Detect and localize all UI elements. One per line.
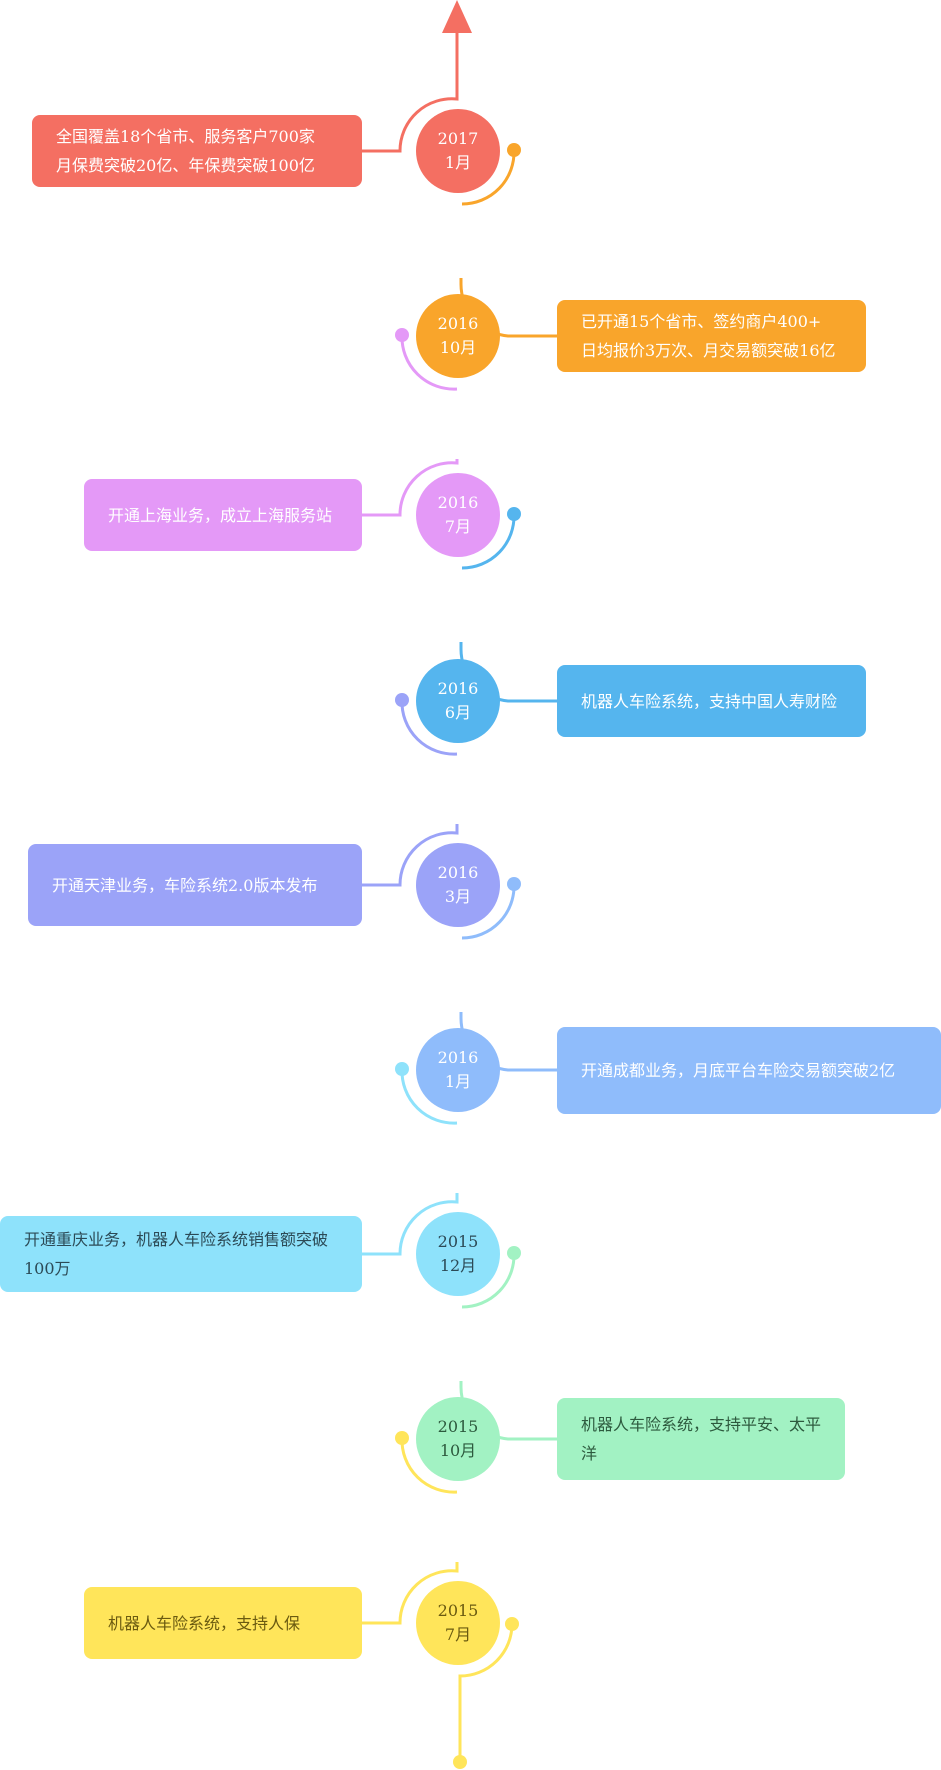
timeline-node-6: 2015 12月: [362, 1193, 521, 1309]
timeline-node-7: 2015 10月: [395, 1381, 558, 1494]
node-year: 2015: [438, 1417, 479, 1436]
lower-arc: [461, 883, 516, 940]
timeline-dot: [507, 877, 521, 891]
node-year: 2016: [438, 679, 479, 698]
lower-arc: [400, 334, 458, 391]
node-month: 1月: [445, 1072, 471, 1091]
node-year: 2016: [438, 1048, 479, 1067]
event-text: 开通天津业务，车险系统2.0版本发布: [52, 875, 318, 895]
event-text: 开通上海业务，成立上海服务站: [108, 505, 333, 525]
connector-line: [392, 824, 459, 887]
event-text: 已开通15个省市、签约商户400+ 日均报价3万次、月交易额突破16亿: [581, 312, 836, 360]
lower-arc: [400, 1437, 458, 1494]
event-card: 全国覆盖18个省市、服务客户700家 月保费突破20亿、年保费突破100亿: [32, 115, 362, 187]
lower-arc: [458, 1623, 514, 1762]
timeline-dot: [507, 143, 521, 157]
lower-arc: [461, 149, 516, 206]
timeline-node-circle: [416, 1212, 500, 1296]
node-year: 2016: [438, 863, 479, 882]
timeline-node-5: 2016 1月: [395, 1012, 558, 1125]
event-card: 机器人车险系统，支持中国人寿财险: [557, 665, 866, 737]
timeline-node-circle: [416, 843, 500, 927]
node-month: 3月: [445, 887, 471, 906]
timeline-node-circle: [416, 1581, 500, 1665]
connector-line: [392, 1193, 459, 1256]
timeline-node-1: 2016 10月: [395, 278, 558, 391]
connector-line: [392, 1562, 459, 1625]
timeline-node-circle: [416, 473, 500, 557]
node-month: 10月: [440, 1441, 476, 1460]
connector-line: [392, 22, 459, 153]
timeline-node-3: 2016 6月: [395, 642, 558, 756]
event-card: 已开通15个省市、签约商户400+ 日均报价3万次、月交易额突破16亿: [557, 300, 866, 372]
timeline-node-8: 2015 7月: [362, 1562, 519, 1769]
timeline-node-circle: [416, 1028, 500, 1112]
event-card: 开通上海业务，成立上海服务站: [84, 479, 362, 551]
event-text: 机器人车险系统，支持平安、太平洋: [581, 1415, 822, 1463]
timeline-dot: [395, 328, 409, 342]
timeline-dot: [505, 1617, 519, 1631]
timeline-node-circle: [416, 1397, 500, 1481]
timeline-node-0: 2017 1月: [362, 22, 521, 206]
lower-arc: [400, 1068, 458, 1125]
lower-arc: [461, 1252, 516, 1309]
event-card: 开通重庆业务，机器人车险系统销售额突破100万: [0, 1216, 362, 1292]
event-text: 机器人车险系统，支持人保: [108, 1613, 301, 1633]
node-month: 1月: [445, 153, 471, 172]
event-card: 机器人车险系统，支持平安、太平洋: [557, 1398, 845, 1480]
timeline-node-circle: [416, 659, 500, 743]
lower-arc: [461, 513, 516, 570]
lower-arc: [400, 699, 458, 756]
node-month: 12月: [440, 1256, 476, 1275]
event-text: 机器人车险系统，支持中国人寿财险: [581, 691, 838, 711]
node-month: 7月: [445, 1625, 471, 1644]
node-month: 6月: [445, 703, 471, 722]
event-text: 开通成都业务，月底平台车险交易额突破2亿: [581, 1060, 896, 1080]
timeline-node-circle: [416, 109, 500, 193]
event-card: 开通成都业务，月底平台车险交易额突破2亿: [557, 1026, 941, 1114]
timeline-end-dot: [453, 1755, 467, 1769]
node-month: 10月: [440, 338, 476, 357]
event-text: 全国覆盖18个省市、服务客户700家 月保费突破20亿、年保费突破100亿: [56, 127, 315, 175]
event-text: 开通重庆业务，机器人车险系统销售额突破100万: [24, 1230, 329, 1278]
timeline-node-circle: [416, 294, 500, 378]
node-year: 2015: [438, 1232, 479, 1251]
timeline-dot: [395, 693, 409, 707]
node-year: 2017: [438, 129, 479, 148]
node-month: 7月: [445, 517, 471, 536]
node-year: 2016: [438, 314, 479, 333]
event-card: 开通天津业务，车险系统2.0版本发布: [28, 844, 362, 926]
connector-line: [392, 459, 459, 517]
timeline-dot: [507, 1246, 521, 1260]
timeline-node-2: 2016 7月: [362, 459, 521, 570]
timeline-dot: [395, 1431, 409, 1445]
event-card: 机器人车险系统，支持人保: [84, 1587, 362, 1659]
node-year: 2015: [438, 1601, 479, 1620]
timeline-dot: [507, 507, 521, 521]
timeline-arrow-icon: [442, 0, 472, 33]
timeline-dot: [395, 1062, 409, 1076]
timeline-node-4: 2016 3月: [362, 824, 521, 940]
node-year: 2016: [438, 493, 479, 512]
